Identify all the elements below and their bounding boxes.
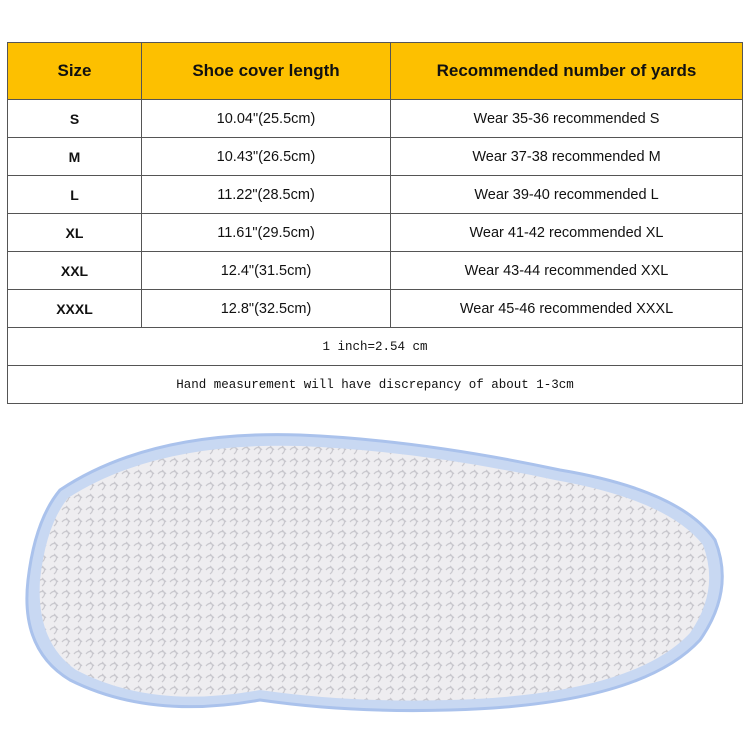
length-cell: 11.22"(28.5cm) (141, 175, 391, 214)
length-cell: 11.61"(29.5cm) (141, 213, 391, 252)
header-size: Size (7, 42, 142, 100)
discrepancy-note: Hand measurement will have discrepancy o… (7, 365, 743, 404)
length-cell: 10.04"(25.5cm) (141, 99, 391, 138)
conversion-note: 1 inch=2.54 cm (7, 327, 743, 366)
length-cell: 10.43"(26.5cm) (141, 137, 391, 176)
shoe-cover-sole-image (25, 433, 724, 713)
size-cell: S (7, 99, 142, 138)
header-recommended: Recommended number of yards (390, 42, 743, 100)
size-cell: L (7, 175, 142, 214)
sole-texture (39, 445, 710, 701)
table-row: S 10.04"(25.5cm) Wear 35-36 recommended S (7, 99, 743, 138)
length-cell: 12.4"(31.5cm) (141, 251, 391, 290)
recommendation-cell: Wear 41-42 recommended XL (390, 213, 743, 252)
size-cell: M (7, 137, 142, 176)
note-row: 1 inch=2.54 cm (7, 327, 743, 366)
table-row: M 10.43"(26.5cm) Wear 37-38 recommended M (7, 137, 743, 176)
size-cell: XXXL (7, 289, 142, 328)
recommendation-cell: Wear 43-44 recommended XXL (390, 251, 743, 290)
recommendation-cell: Wear 37-38 recommended M (390, 137, 743, 176)
table-row: XL 11.61"(29.5cm) Wear 41-42 recommended X… (7, 213, 743, 252)
length-cell: 12.8"(32.5cm) (141, 289, 391, 328)
recommendation-cell: Wear 35-36 recommended S (390, 99, 743, 138)
recommendation-cell: Wear 39-40 recommended L (390, 175, 743, 214)
note-row: Hand measurement will have discrepancy o… (7, 365, 743, 404)
table-row: L 11.22"(28.5cm) Wear 39-40 recommended L (7, 175, 743, 214)
table-header-row: Size Shoe cover length Recommended numbe… (7, 42, 743, 100)
table-row: XXL 12.4"(31.5cm) Wear 43-44 recommended X… (7, 251, 743, 290)
size-cell: XL (7, 213, 142, 252)
table-row: XXXL 12.8"(32.5cm) Wear 45-46 recommended … (7, 289, 743, 328)
size-cell: XXL (7, 251, 142, 290)
recommendation-cell: Wear 45-46 recommended XXXL (390, 289, 743, 328)
header-length: Shoe cover length (141, 42, 391, 100)
size-chart-table: Size Shoe cover length Recommended numbe… (7, 42, 743, 404)
